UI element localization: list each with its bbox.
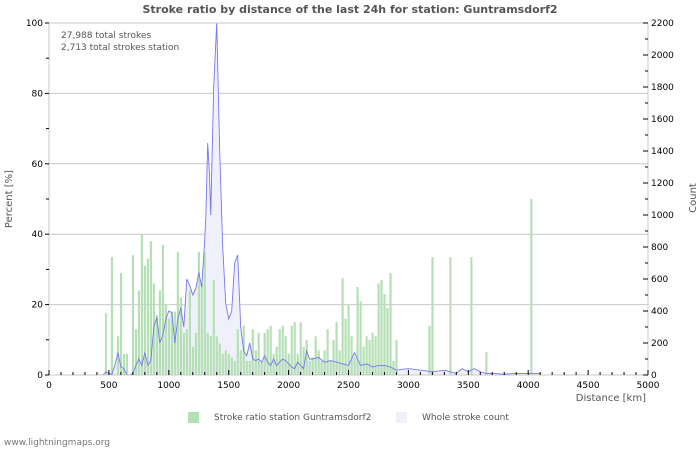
svg-text:1800: 1800 [651, 83, 674, 93]
svg-text:2000: 2000 [277, 381, 300, 391]
source-footer: www.lightningmaps.org [4, 438, 110, 448]
svg-text:5000: 5000 [637, 381, 660, 391]
svg-text:20: 20 [32, 301, 44, 311]
svg-text:40: 40 [32, 230, 44, 240]
svg-text:0: 0 [46, 381, 52, 391]
legend-swatch-green [188, 412, 199, 423]
stroke-ratio-bars [104, 199, 533, 375]
whole-stroke-count-line [96, 22, 541, 376]
svg-text:1400: 1400 [651, 147, 674, 157]
svg-text:0: 0 [37, 371, 43, 381]
axes: 0204060801000200400600800100012001400160… [26, 19, 674, 391]
x-axis-label: Distance [km] [576, 393, 646, 404]
svg-text:4500: 4500 [577, 381, 600, 391]
svg-text:1000: 1000 [651, 211, 674, 221]
svg-text:1600: 1600 [651, 115, 674, 125]
legend: Stroke ratio station Guntramsdorf2 Whole… [0, 411, 700, 427]
svg-text:1200: 1200 [651, 179, 674, 189]
svg-text:1000: 1000 [157, 381, 180, 391]
svg-text:600: 600 [651, 275, 668, 285]
total-strokes-text: 27,988 total strokes [61, 31, 151, 41]
svg-text:2000: 2000 [651, 51, 674, 61]
svg-text:2500: 2500 [337, 381, 360, 391]
svg-text:3000: 3000 [397, 381, 420, 391]
svg-text:0: 0 [651, 371, 657, 381]
svg-text:60: 60 [32, 160, 44, 170]
svg-text:4000: 4000 [517, 381, 540, 391]
svg-text:500: 500 [100, 381, 117, 391]
y-axis-right-label: Count [688, 183, 699, 213]
svg-text:2200: 2200 [651, 19, 674, 29]
total-strokes-station-text: 2,713 total strokes station [61, 43, 179, 53]
grid-lines [49, 22, 648, 306]
svg-text:200: 200 [651, 339, 668, 349]
legend-swatch-lavender [396, 412, 407, 423]
legend-label: Whole stroke count [422, 413, 509, 423]
svg-text:100: 100 [26, 19, 43, 29]
svg-text:1500: 1500 [217, 381, 240, 391]
svg-text:80: 80 [32, 89, 44, 99]
whole-stroke-count-area [96, 23, 541, 375]
chart-title: Stroke ratio by distance of the last 24h… [142, 3, 558, 16]
svg-text:3500: 3500 [457, 381, 480, 391]
legend-label: Stroke ratio station Guntramsdorf2 [214, 413, 372, 423]
y-axis-left-label: Percent [%] [4, 170, 15, 228]
svg-text:400: 400 [651, 307, 668, 317]
svg-text:800: 800 [651, 243, 668, 253]
